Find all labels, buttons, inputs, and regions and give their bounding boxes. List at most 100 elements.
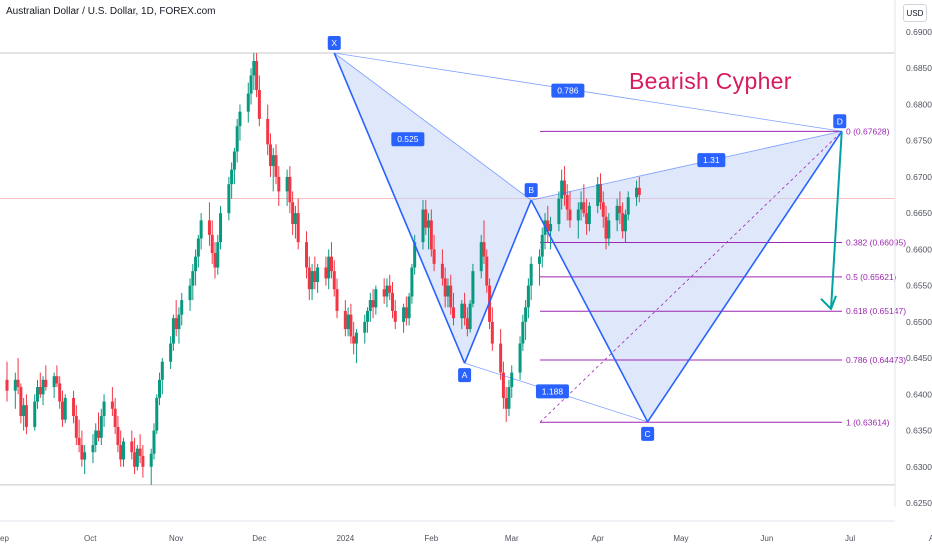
candle-body bbox=[374, 289, 378, 308]
candle-body bbox=[55, 376, 59, 384]
ratio-label-0-bg bbox=[391, 132, 425, 147]
candle-body bbox=[196, 238, 200, 257]
candle-body bbox=[429, 220, 433, 250]
pattern-point-b-bg bbox=[524, 183, 538, 198]
candle-body bbox=[568, 209, 572, 221]
pattern-lines bbox=[333, 52, 843, 423]
candle-body bbox=[252, 60, 256, 76]
candle-body bbox=[119, 445, 123, 460]
candle-body bbox=[352, 336, 356, 344]
candle-body bbox=[194, 256, 198, 272]
candle-body bbox=[24, 405, 28, 427]
candle-body bbox=[216, 242, 220, 268]
candle-body bbox=[576, 209, 580, 221]
candle-body bbox=[36, 387, 40, 402]
candle-body bbox=[296, 213, 300, 243]
candle-body bbox=[152, 430, 156, 454]
ratio-line-bd bbox=[531, 130, 842, 201]
fib-trend-line bbox=[539, 131, 843, 423]
candle-body bbox=[463, 303, 467, 319]
candle-body bbox=[232, 151, 236, 170]
candle-body bbox=[468, 303, 472, 330]
ratio-label-0: 0.525 bbox=[397, 134, 419, 144]
candle-body bbox=[626, 197, 630, 215]
candle-body bbox=[410, 267, 414, 297]
candle-body bbox=[207, 220, 211, 235]
ratio-label-3-bg bbox=[551, 83, 585, 98]
candle-body bbox=[174, 318, 178, 330]
candle-body bbox=[268, 144, 272, 167]
candle-body bbox=[135, 448, 139, 467]
candle-body bbox=[366, 310, 370, 322]
candle-body bbox=[598, 184, 602, 203]
candle-body bbox=[149, 453, 153, 467]
pattern-point-a-bg bbox=[458, 368, 472, 383]
candle-body bbox=[310, 271, 314, 290]
candle-body bbox=[77, 437, 81, 446]
ratio-label-2: 1.31 bbox=[703, 155, 720, 165]
candle-body bbox=[52, 376, 56, 388]
candle-body bbox=[130, 441, 134, 453]
candle-body bbox=[465, 318, 469, 330]
candle-body bbox=[291, 202, 295, 225]
candle-body bbox=[169, 343, 173, 362]
candle-body bbox=[230, 169, 234, 185]
candle-body bbox=[490, 321, 494, 344]
candle-body bbox=[60, 401, 64, 420]
candle-body bbox=[97, 430, 101, 438]
candle-body bbox=[257, 89, 261, 119]
time-tick-label: Feb bbox=[424, 534, 438, 543]
candle-body bbox=[404, 307, 408, 319]
fib-level-label: 0.786 (0.64473) bbox=[846, 355, 906, 365]
time-tick-label: Nov bbox=[169, 534, 183, 543]
ratio-line-xb bbox=[334, 52, 532, 201]
candle-body bbox=[171, 318, 175, 344]
candle-body bbox=[327, 256, 331, 279]
pattern-triangle-xab bbox=[334, 53, 532, 364]
pattern-point-x: X bbox=[331, 38, 337, 48]
candle-body bbox=[41, 379, 45, 395]
candle-body bbox=[274, 155, 278, 177]
candle-body bbox=[13, 379, 17, 391]
leg-cd bbox=[646, 130, 843, 423]
candle-body bbox=[582, 202, 586, 214]
candle-body bbox=[485, 256, 489, 286]
candle-body bbox=[99, 416, 103, 438]
candle-body bbox=[427, 220, 431, 228]
candle-body bbox=[58, 383, 62, 402]
candle-body bbox=[83, 452, 87, 460]
candle-body bbox=[585, 213, 589, 225]
candle-body bbox=[421, 209, 425, 243]
candle-body bbox=[637, 187, 641, 196]
candle-body bbox=[227, 184, 231, 214]
candle-body bbox=[313, 271, 317, 282]
fib-level-label: 0.618 (0.65147) bbox=[846, 306, 906, 316]
candle-body bbox=[354, 332, 358, 344]
candle-body bbox=[141, 455, 145, 467]
candle-body bbox=[446, 285, 450, 297]
candle-body bbox=[246, 93, 250, 112]
candle-body bbox=[138, 448, 142, 456]
ratio-label-2-bg bbox=[697, 153, 726, 168]
price-tick-label: 0.62500 bbox=[906, 498, 932, 508]
pattern-point-d-bg bbox=[833, 114, 847, 129]
currency-button[interactable]: USD bbox=[903, 4, 927, 22]
pattern-point-d: D bbox=[837, 116, 843, 126]
candle-body bbox=[385, 285, 389, 297]
candle-body bbox=[393, 310, 397, 322]
candle-body bbox=[160, 361, 164, 380]
candle-body bbox=[285, 176, 289, 192]
candle-body bbox=[307, 267, 311, 290]
candle-body bbox=[623, 214, 627, 232]
candle-body bbox=[368, 300, 372, 311]
time-tick-label: ep bbox=[0, 534, 9, 543]
candle-body bbox=[363, 321, 367, 333]
time-tick-label: Jun bbox=[760, 534, 773, 543]
candle-body bbox=[388, 285, 392, 293]
ratio-label-1-bg bbox=[535, 384, 569, 399]
